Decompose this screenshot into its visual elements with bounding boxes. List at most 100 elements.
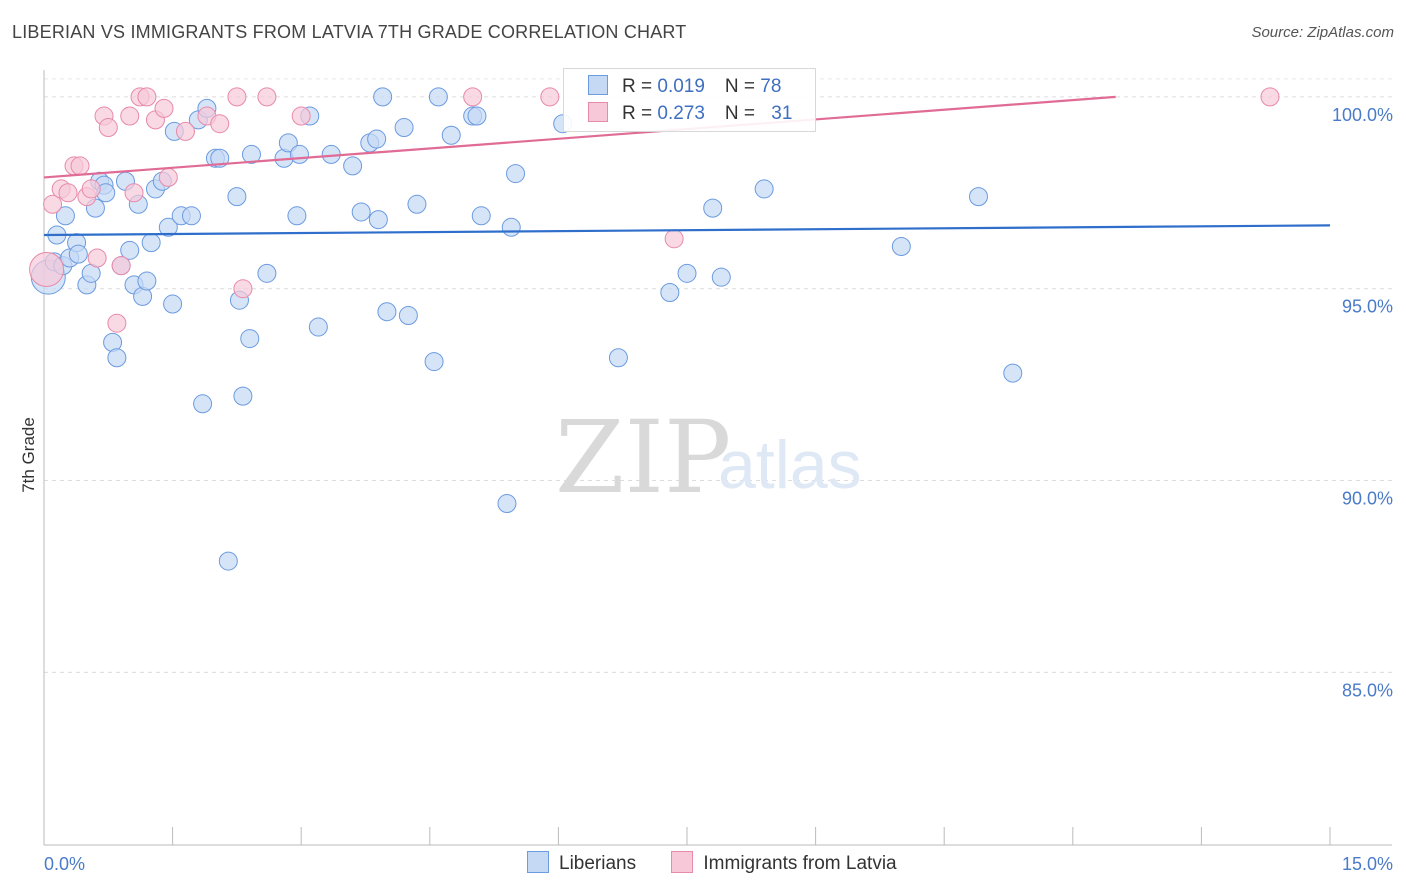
chart-title: LIBERIAN VS IMMIGRANTS FROM LATVIA 7TH G… (12, 22, 687, 42)
series-legend: Liberians Immigrants from Latvia (527, 851, 927, 875)
liberians-point (497, 494, 517, 514)
liberians-point (55, 206, 75, 226)
latvia-point (70, 156, 90, 176)
y-axis-label: 7th Grade (19, 417, 38, 493)
n-label: N = (724, 76, 761, 97)
latvia-point (81, 179, 101, 199)
latvia-point (111, 256, 131, 276)
liberians-point (407, 194, 427, 214)
liberians-point (193, 394, 213, 414)
trend-lines (43, 95, 1331, 237)
legend-label: Immigrants from Latvia (703, 853, 897, 874)
liberians-point (677, 263, 697, 283)
liberians-point (141, 233, 161, 253)
liberians-point (343, 156, 363, 176)
watermark-atlas: atlas (718, 427, 862, 503)
x-tick-labels: 0.0% 15.0% (44, 854, 1393, 874)
latvia-point (87, 248, 107, 268)
liberians-point (233, 386, 253, 406)
y-tick-label: 85.0% (1342, 680, 1393, 700)
liberians-point (287, 206, 307, 226)
legend-item-liberians[interactable]: Liberians (527, 851, 636, 875)
latvia-point (175, 121, 195, 141)
liberians-trend-line (43, 224, 1331, 237)
liberians-point (289, 144, 309, 164)
latvia-point (210, 114, 230, 134)
liberians-point (308, 317, 328, 337)
liberians-point (68, 244, 88, 264)
liberians-point (467, 106, 487, 126)
latvia-legend-swatch (671, 851, 694, 873)
liberians-point (703, 198, 723, 218)
latvia-point (227, 87, 247, 107)
latvia-point (137, 87, 157, 107)
axes (43, 70, 1392, 846)
liberians-point (754, 179, 774, 199)
y-tick-label: 100.0% (1332, 105, 1393, 125)
r-label: R = (622, 103, 658, 124)
legend-item-latvia[interactable]: Immigrants from Latvia (671, 851, 897, 875)
liberians-point (158, 217, 178, 237)
latvia-point (120, 106, 140, 126)
liberians-point (428, 87, 448, 107)
liberians-point (424, 352, 444, 372)
liberians-point (278, 133, 298, 153)
data-points (29, 87, 1280, 571)
liberians-point (441, 125, 461, 145)
liberians-point (968, 187, 988, 207)
liberians-point (210, 148, 230, 168)
latvia-point (124, 183, 144, 203)
latvia-point (29, 252, 65, 288)
liberians-point (240, 329, 260, 349)
watermark-zip: ZIP (555, 399, 731, 516)
liberians-point (107, 348, 127, 368)
latvia-point (154, 98, 174, 118)
liberians-point (501, 217, 521, 237)
watermark: ZIP atlas (555, 399, 862, 516)
liberians-point (368, 210, 388, 230)
n-value: 31 (771, 103, 793, 124)
latvia-point (257, 87, 277, 107)
latvia-point (158, 167, 178, 187)
liberians-swatch (588, 75, 608, 95)
liberians-point (1003, 363, 1023, 383)
legend-row-latvia: R = 0.273 N = 31 (588, 102, 792, 126)
n-label: N = (724, 103, 761, 124)
liberians-point (471, 206, 491, 226)
r-value: 0.273 (657, 103, 705, 124)
n-value: 78 (760, 76, 782, 97)
liberians-point (394, 118, 414, 138)
x-tick-label: 0.0% (44, 854, 85, 874)
latvia-point (1260, 87, 1280, 107)
liberians-point (257, 263, 277, 283)
liberians-point (181, 206, 201, 226)
y-tick-label: 90.0% (1342, 489, 1393, 509)
liberians-point (891, 236, 911, 256)
liberians-point (227, 187, 247, 207)
liberians-point (660, 283, 680, 303)
latvia-point (58, 183, 78, 203)
liberians-point (506, 164, 526, 184)
legend-row-liberians: R = 0.019 N = 78 (588, 75, 781, 99)
liberians-point (711, 267, 731, 287)
liberians-point (367, 129, 387, 149)
x-tick-label: 15.0% (1342, 854, 1393, 874)
correlation-legend: R = 0.019 N = 78 R = 0.273 N = 31 (563, 68, 816, 132)
latvia-swatch (588, 102, 608, 122)
source-credit: Source: ZipAtlas.com (1251, 24, 1394, 41)
liberians-point (241, 144, 261, 164)
liberians-point (137, 271, 157, 291)
latvia-point (664, 229, 684, 249)
y-tick-label: 95.0% (1342, 297, 1393, 317)
latvia-point (98, 118, 118, 138)
r-value: 0.019 (657, 76, 705, 97)
liberians-point (351, 202, 371, 222)
y-tick-labels: 100.0% 95.0% 90.0% 85.0% (1332, 105, 1393, 700)
liberians-point (377, 302, 397, 322)
grid-lines (44, 78, 1392, 673)
latvia-point (43, 194, 63, 214)
latvia-point (540, 87, 560, 107)
latvia-trend-line (43, 95, 1116, 179)
liberians-point (218, 551, 238, 571)
r-label: R = (622, 76, 658, 97)
